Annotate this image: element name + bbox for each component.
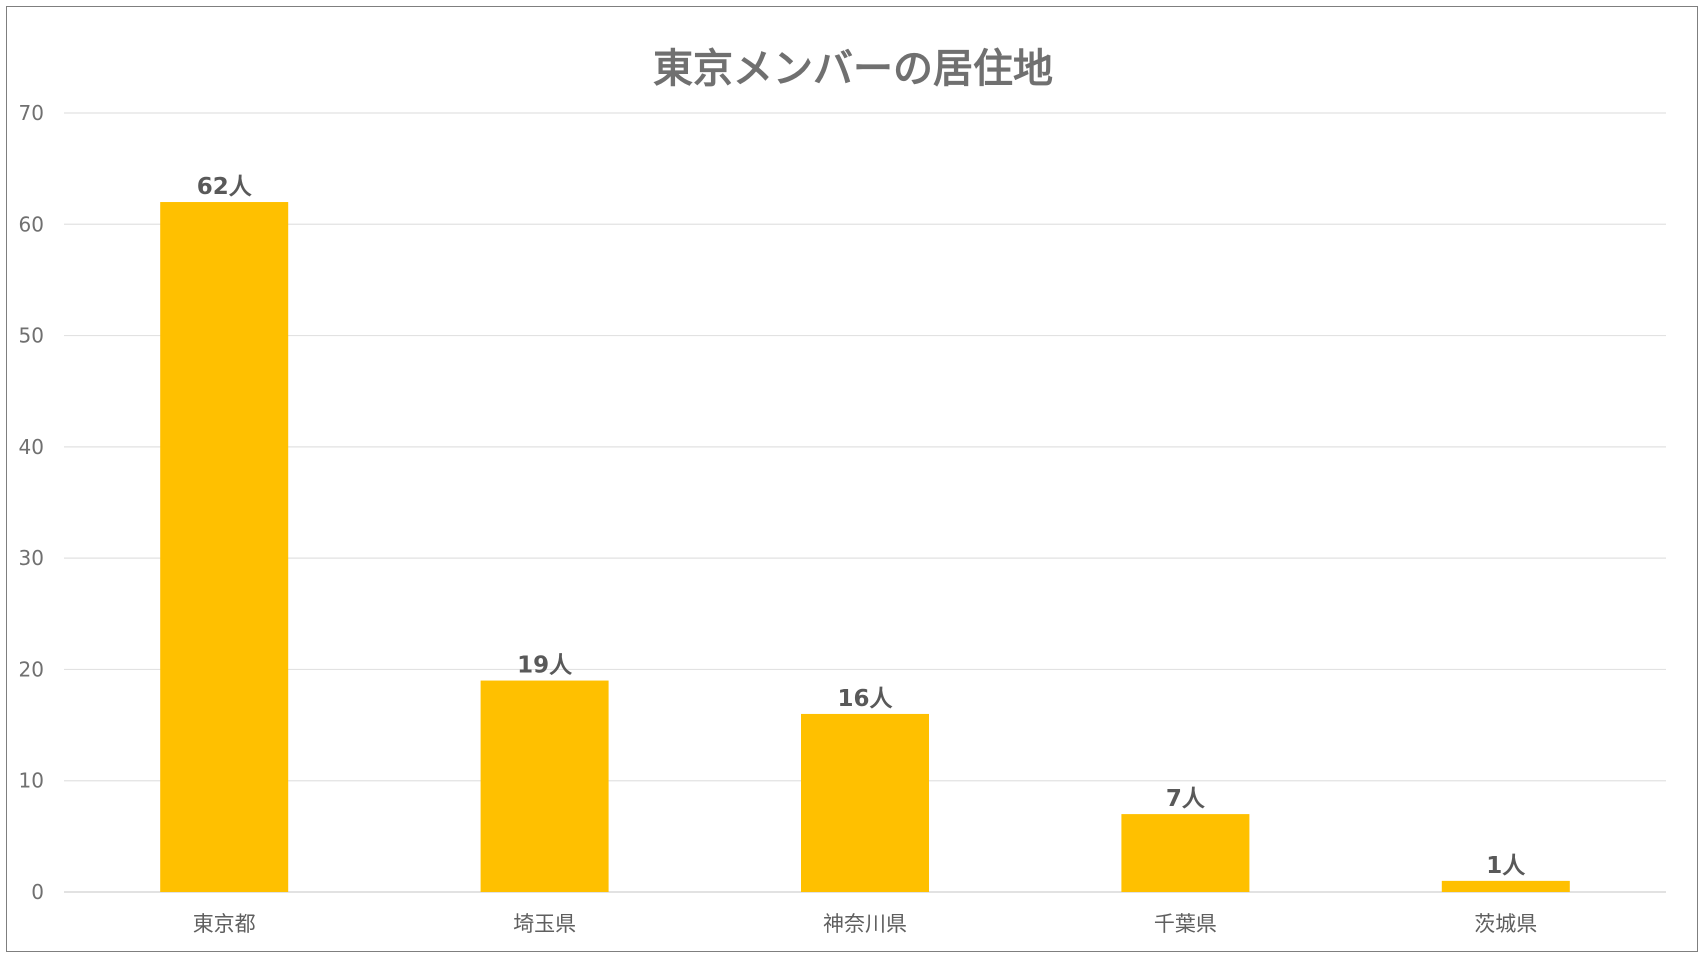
data-label: 62人 — [197, 174, 253, 200]
bar — [480, 680, 609, 892]
bar — [1121, 814, 1250, 892]
x-tick-label: 千葉県 — [1154, 912, 1217, 936]
data-label: 19人 — [517, 653, 573, 679]
x-tick-label: 茨城県 — [1474, 912, 1537, 936]
bar — [160, 202, 289, 892]
data-label: 1人 — [1486, 853, 1526, 879]
data-labels: 62人 19人 16人 7人 1人 — [197, 174, 1527, 879]
y-tick-label: 10 — [19, 769, 44, 793]
x-tick-label: 東京都 — [193, 912, 256, 936]
y-axis-ticks: 0 10 20 30 40 50 60 70 — [19, 101, 44, 904]
y-tick-label: 20 — [19, 657, 44, 681]
x-tick-label: 神奈川県 — [823, 912, 907, 936]
x-tick-label: 埼玉県 — [513, 912, 576, 936]
y-tick-label: 40 — [19, 435, 44, 459]
y-tick-label: 70 — [19, 101, 44, 125]
y-tick-label: 50 — [19, 324, 44, 348]
x-axis-labels: 東京都 埼玉県 神奈川県 千葉県 茨城県 — [193, 912, 1538, 936]
y-tick-label: 60 — [19, 212, 44, 236]
bars — [160, 202, 1570, 892]
bar — [1441, 880, 1570, 892]
y-tick-label: 0 — [31, 880, 44, 904]
gridlines — [64, 112, 1666, 893]
y-tick-label: 30 — [19, 546, 44, 570]
data-label: 16人 — [837, 686, 893, 712]
bar — [801, 713, 929, 892]
data-label: 7人 — [1166, 786, 1206, 812]
chart-title: 東京メンバーの居住地 — [653, 46, 1053, 92]
